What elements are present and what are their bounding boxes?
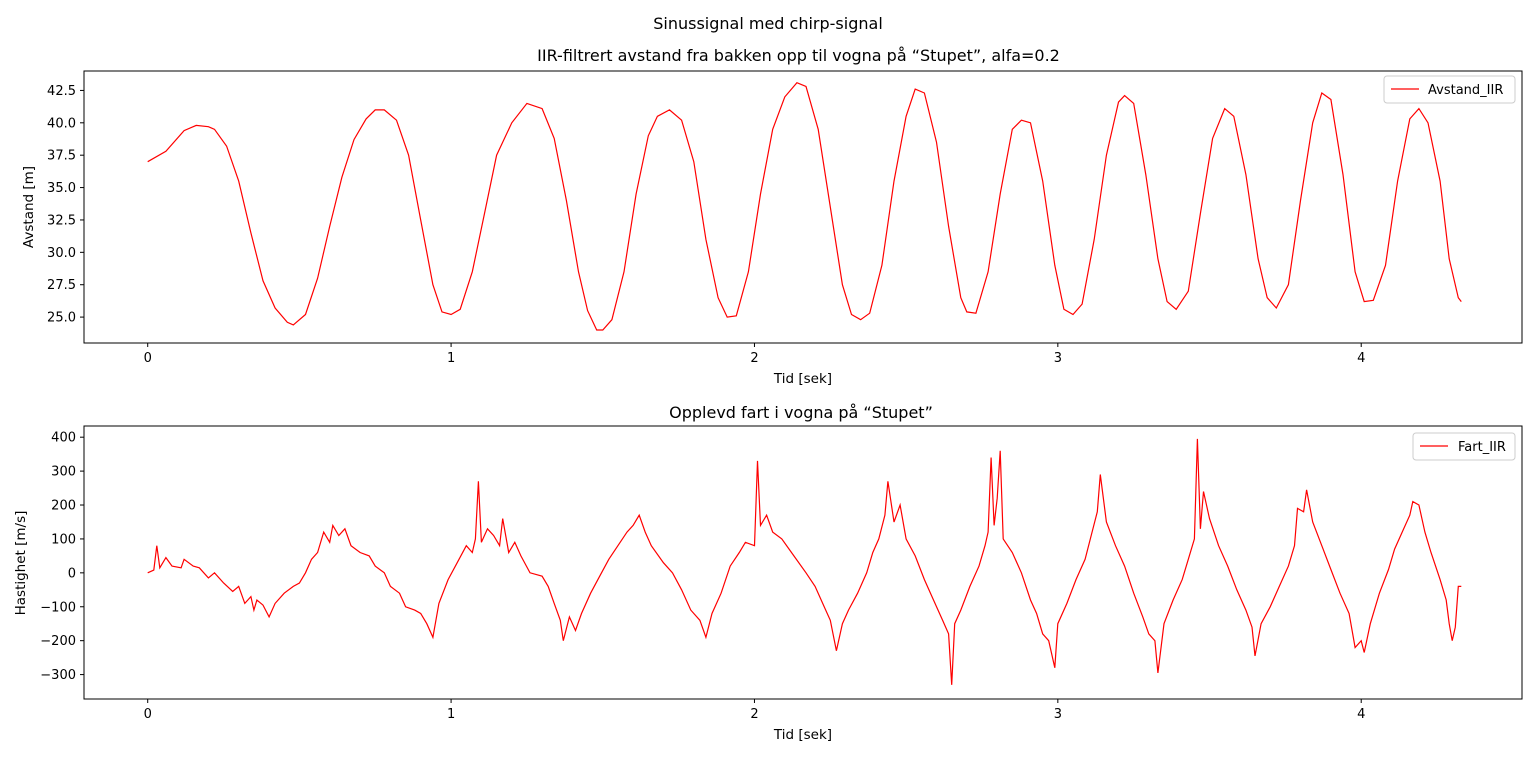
distance-xtick-label: 0 bbox=[144, 351, 152, 366]
subplot-speed-yticks: −300 −200 −100 0 100 200 300 400 bbox=[40, 431, 84, 683]
speed-ytick-label: −300 bbox=[40, 668, 76, 683]
subplot-speed-xlabel: Tid [sek] bbox=[773, 727, 832, 743]
speed-xtick-label: 0 bbox=[144, 707, 152, 722]
distance-ytick-label: 42.5 bbox=[47, 84, 76, 99]
distance-ytick-label: 30.0 bbox=[47, 246, 76, 261]
speed-ytick-label: −100 bbox=[40, 600, 76, 615]
figure-suptitle: Sinussignal med chirp-signal bbox=[653, 14, 883, 33]
distance-ytick-label: 27.5 bbox=[47, 278, 76, 293]
legend-fart-box bbox=[1412, 432, 1516, 461]
speed-ytick-label: 300 bbox=[51, 465, 76, 480]
subplot-distance-ylabel: Avstand [m] bbox=[21, 166, 37, 248]
legend-fart: Fart_IIR bbox=[1412, 432, 1516, 461]
speed-xtick-label: 2 bbox=[750, 707, 758, 722]
subplot-distance-xticks: 0 1 2 3 4 bbox=[144, 343, 1365, 366]
subplot-speed-xticks: 0 1 2 3 4 bbox=[144, 699, 1365, 722]
speed-xtick-label: 1 bbox=[447, 707, 455, 722]
speed-xtick-label: 3 bbox=[1054, 707, 1062, 722]
distance-xtick-label: 4 bbox=[1357, 351, 1365, 366]
speed-ytick-label: 200 bbox=[51, 499, 76, 514]
distance-ytick-label: 40.0 bbox=[47, 116, 76, 131]
legend-avstand-box bbox=[1383, 75, 1516, 104]
speed-ytick-label: 100 bbox=[51, 532, 76, 547]
speed-ytick-label: 400 bbox=[51, 431, 76, 446]
subplot-speed-title: Opplevd fart i vogna på “Stupet” bbox=[669, 403, 933, 422]
fart-iir-line bbox=[147, 438, 1462, 685]
subplot-distance-title: IIR-filtrert avstand fra bakken opp til … bbox=[537, 46, 1060, 65]
avstand-iir-line bbox=[147, 81, 1462, 331]
subplot-distance-frame bbox=[83, 70, 1523, 344]
legend-avstand-label: Avstand_IIR bbox=[1428, 83, 1503, 98]
subplot-distance-yticks: 25.0 27.5 30.0 32.5 35.0 37.5 40.0 42.5 bbox=[47, 84, 84, 326]
subplot-speed-ylabel: Hastighet [m/s] bbox=[13, 511, 29, 616]
distance-ytick-label: 32.5 bbox=[47, 213, 76, 228]
distance-xtick-label: 3 bbox=[1054, 351, 1062, 366]
speed-ytick-label: 0 bbox=[68, 566, 76, 581]
distance-ytick-label: 25.0 bbox=[47, 311, 76, 326]
subplot-distance-xlabel: Tid [sek] bbox=[773, 371, 832, 387]
distance-xtick-label: 2 bbox=[750, 351, 758, 366]
distance-xtick-label: 1 bbox=[447, 351, 455, 366]
legend-fart-label: Fart_IIR bbox=[1458, 440, 1506, 455]
subplot-distance: IIR-filtrert avstand fra bakken opp til … bbox=[21, 46, 1523, 387]
speed-xtick-label: 4 bbox=[1357, 707, 1365, 722]
legend-avstand: Avstand_IIR bbox=[1383, 75, 1516, 104]
subplot-speed-frame bbox=[83, 425, 1523, 700]
distance-ytick-label: 35.0 bbox=[47, 181, 76, 196]
distance-ytick-label: 37.5 bbox=[47, 149, 76, 164]
subplot-speed: Opplevd fart i vogna på “Stupet” 0 1 2 3 4 −… bbox=[13, 403, 1523, 743]
speed-ytick-label: −200 bbox=[40, 634, 76, 649]
